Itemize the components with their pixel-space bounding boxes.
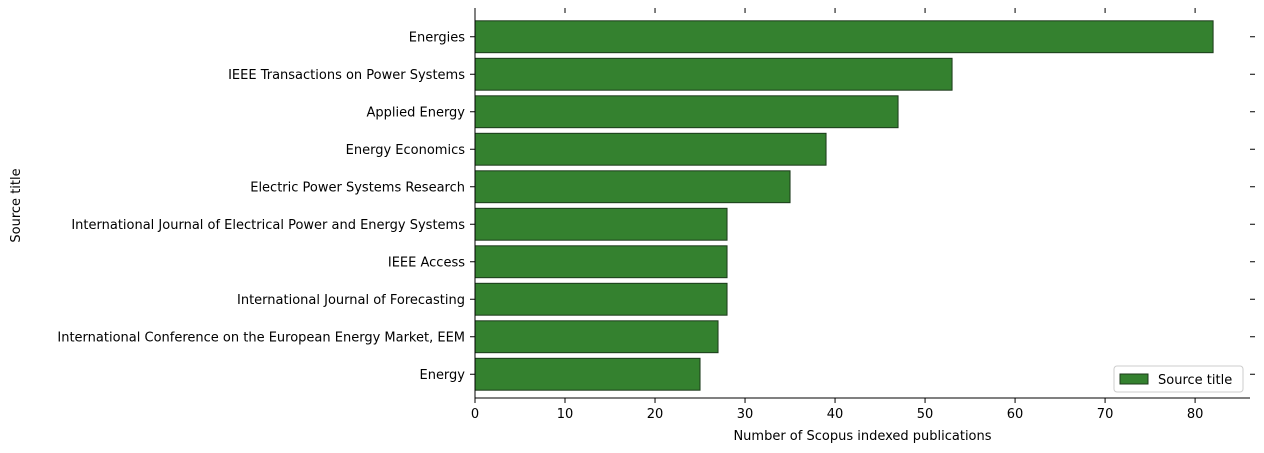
bar-4 [474,170,791,204]
y-tick-label-6: IEEE Access [388,255,465,270]
y-tick-label-0: Energies [409,30,465,45]
x-tick-label-5: 50 [917,407,934,422]
bar-6 [474,245,728,279]
x-tick-label-7: 70 [1097,407,1114,422]
x-tick-label-2: 20 [647,407,664,422]
bar-8 [474,320,719,354]
y-tick-label-1: IEEE Transactions on Power Systems [228,68,465,83]
y-axis-label: Source title [9,168,24,242]
x-tick-label-8: 80 [1187,407,1204,422]
x-tick-label-0: 0 [471,407,479,422]
legend: Source title [1113,365,1244,393]
x-axis-label: Number of Scopus indexed publications [733,429,991,444]
x-tick-label-6: 60 [1007,407,1024,422]
y-tick-label-5: International Journal of Electrical Powe… [71,218,465,233]
y-tick-label-3: Energy Economics [346,143,466,158]
legend-label: Source title [1158,373,1232,388]
bar-2 [474,95,899,129]
bar-1 [474,57,953,91]
legend-swatch [1119,373,1149,385]
bar-7 [474,282,728,316]
y-tick-label-7: International Journal of Forecasting [237,293,465,308]
y-tick-label-2: Applied Energy [366,105,465,120]
bar-0 [474,20,1214,54]
bar-3 [474,132,827,166]
bar-5 [474,207,728,241]
y-tick-label-8: International Conference on the European… [57,330,465,345]
x-tick-label-4: 40 [827,407,844,422]
y-tick-label-4: Electric Power Systems Research [250,180,465,195]
bar-9 [474,357,701,391]
legend-box [1113,365,1244,393]
x-tick-label-1: 10 [557,407,574,422]
y-tick-label-9: Energy [419,368,465,383]
x-tick-label-3: 30 [737,407,754,422]
